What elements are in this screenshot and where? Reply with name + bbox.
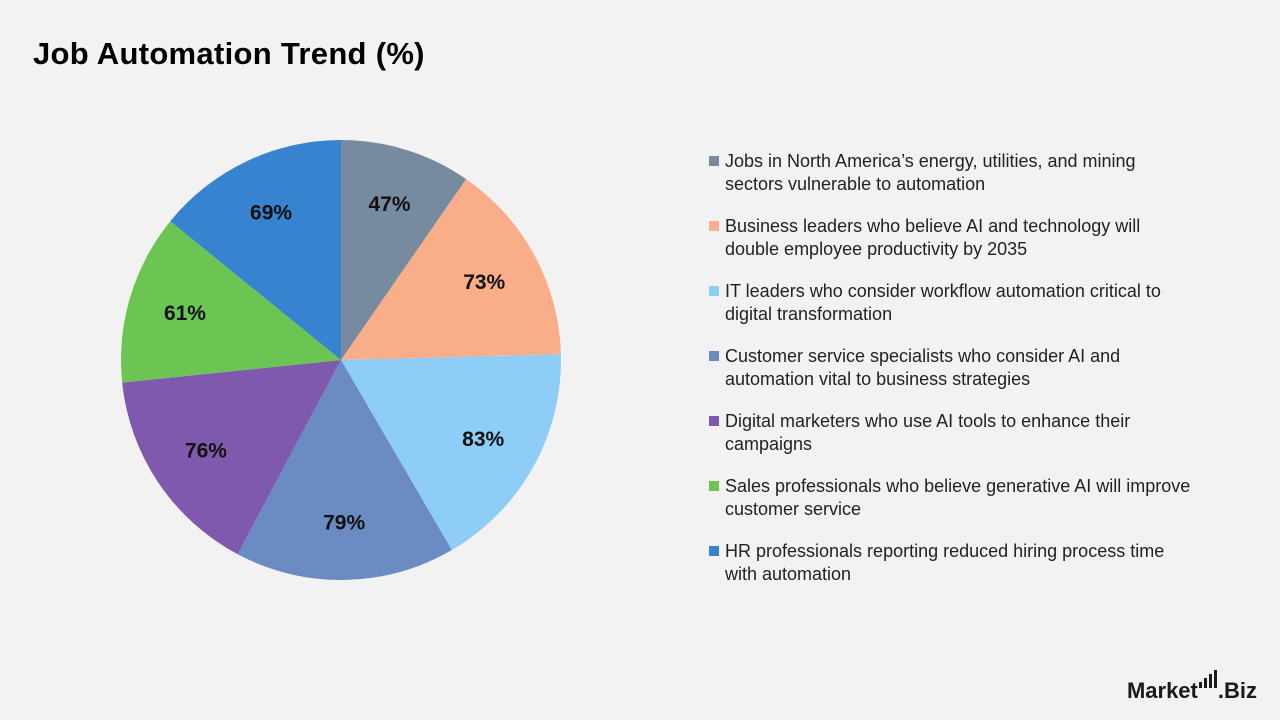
legend-swatch bbox=[709, 351, 719, 361]
slice-value-label: 76% bbox=[185, 439, 227, 462]
slice-value-label: 69% bbox=[250, 201, 292, 224]
legend-label: Sales professionals who believe generati… bbox=[725, 476, 1191, 519]
legend-item: Jobs in North America’s energy, utilitie… bbox=[709, 150, 1199, 215]
logo-text-suffix: .Biz bbox=[1217, 678, 1257, 703]
legend-label: Customer service specialists who conside… bbox=[725, 346, 1121, 389]
legend-item: HR professionals reporting reduced hirin… bbox=[709, 540, 1199, 605]
pie-slice-4 bbox=[237, 360, 452, 580]
legend-swatch bbox=[709, 156, 719, 166]
legend-item: Digital marketers who use AI tools to en… bbox=[709, 410, 1199, 475]
legend-label: Business leaders who believe AI and tech… bbox=[725, 216, 1141, 259]
legend-label: HR professionals reporting reduced hirin… bbox=[725, 541, 1165, 584]
slice-value-label: 79% bbox=[323, 511, 365, 534]
legend-swatch bbox=[709, 221, 719, 231]
slice-value-label: 73% bbox=[463, 271, 505, 294]
bar-chart-icon bbox=[1198, 670, 1217, 688]
chart-title: Job Automation Trend (%) bbox=[33, 36, 425, 71]
legend-label: Digital marketers who use AI tools to en… bbox=[725, 411, 1131, 454]
legend-item: Customer service specialists who conside… bbox=[709, 345, 1199, 410]
legend-item: IT leaders who consider workflow automat… bbox=[709, 280, 1199, 345]
slice-value-label: 83% bbox=[462, 428, 504, 451]
pie-slice-2 bbox=[341, 179, 561, 360]
legend-label: IT leaders who consider workflow automat… bbox=[725, 281, 1161, 324]
slice-value-label: 47% bbox=[368, 193, 410, 216]
legend-swatch bbox=[709, 481, 719, 491]
pie-slice-5 bbox=[122, 360, 341, 555]
legend-swatch bbox=[709, 286, 719, 296]
pie-slice-7 bbox=[170, 140, 341, 360]
brand-logo: Market .Biz bbox=[1127, 670, 1257, 704]
pie-slice-6 bbox=[121, 221, 341, 383]
legend-item: Sales professionals who believe generati… bbox=[709, 475, 1199, 540]
legend-swatch bbox=[709, 416, 719, 426]
legend-item: Business leaders who believe AI and tech… bbox=[709, 215, 1199, 280]
logo-text-prefix: Market bbox=[1126, 678, 1198, 703]
pie-slice-1 bbox=[341, 140, 467, 360]
pie-slice-3 bbox=[341, 354, 561, 551]
slice-value-label: 61% bbox=[164, 302, 206, 325]
legend: Jobs in North America’s energy, utilitie… bbox=[709, 150, 1199, 605]
legend-swatch bbox=[709, 546, 719, 556]
legend-label: Jobs in North America’s energy, utilitie… bbox=[725, 151, 1136, 194]
